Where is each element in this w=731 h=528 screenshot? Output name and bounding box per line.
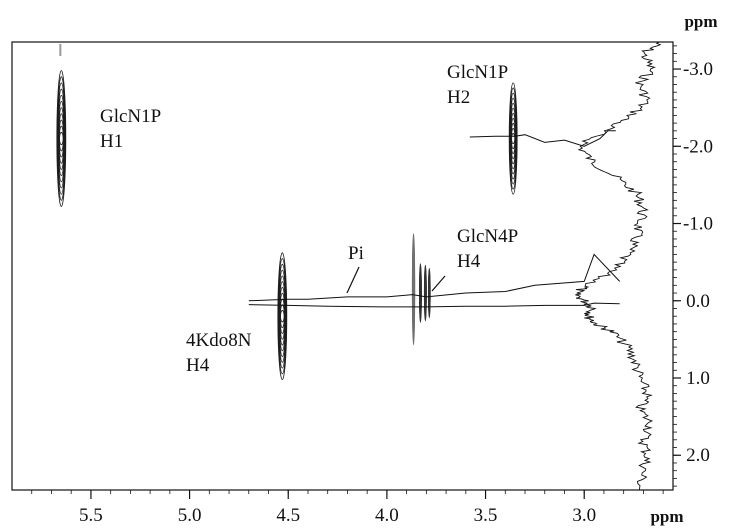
- x-tick-label: 4.0: [375, 505, 399, 526]
- cross-peak: [423, 264, 427, 322]
- glcn4p-leader-line: [431, 275, 446, 292]
- contour-level: [59, 131, 64, 146]
- annotation-glcn4p-h4: H4: [457, 251, 481, 272]
- noise-artefact: [59, 44, 62, 56]
- x-tick-label: 3.5: [474, 505, 498, 526]
- cross-peak: [419, 263, 422, 323]
- annotation-pi: Pi: [348, 243, 364, 264]
- annotation-leaders: [346, 266, 446, 294]
- cross-peak: [56, 70, 67, 207]
- y-tick-label: 2.0: [686, 445, 710, 466]
- contour-level: [412, 283, 415, 295]
- y-tick-label: 0.0: [686, 291, 710, 312]
- contour-level: [419, 289, 422, 297]
- x-tick-label: 5.5: [79, 505, 103, 526]
- cross-peaks: [56, 44, 518, 380]
- y-tick-label: 1.0: [686, 368, 710, 389]
- contour-level: [280, 309, 285, 323]
- cross-peak: [508, 82, 518, 195]
- y-tick-label: -1.0: [683, 214, 713, 235]
- annotation-kdo-h4: 4Kdo8N: [186, 330, 252, 351]
- f2-projection-trace: [248, 253, 621, 302]
- y-tick-label: -2.0: [683, 136, 713, 157]
- f2-projection: [248, 130, 621, 308]
- y-axis-unit-label: ppm: [684, 12, 717, 31]
- f1-projection: [575, 42, 662, 490]
- x-axis-unit-label: ppm: [650, 507, 683, 526]
- annotation-glcn1p-h1: H1: [100, 131, 123, 152]
- cross-peak: [277, 252, 288, 380]
- annotation-glcn1p-h2: H2: [447, 87, 470, 108]
- peak-annotations: GlcN1P H1 GlcN1P H2 Pi GlcN4P H4 4Kdo8N H4: [100, 62, 518, 376]
- x-tick-label: 5.0: [178, 505, 202, 526]
- contour-level: [424, 290, 427, 297]
- plot-frame: [11, 41, 674, 491]
- contour-level: [511, 133, 516, 145]
- x-tick-label: 3.0: [572, 505, 596, 526]
- f1-projection-trace: [575, 42, 662, 490]
- f2-projection-trace: [248, 302, 620, 308]
- y-tick-label: -3.0: [683, 59, 713, 80]
- annotation-glcn1p-h1: GlcN1P: [100, 106, 161, 127]
- y-axis: -3.0 -2.0 -1.0 0.0 1.0 2.0: [673, 45, 713, 487]
- x-tick-label: 4.5: [276, 505, 300, 526]
- x-axis: 5.5 5.0 4.5 4.0 3.5 3.0: [31, 490, 664, 526]
- annotation-glcn4p-h4: GlcN4P: [457, 226, 518, 247]
- f2-projection-trace: [469, 130, 616, 147]
- cross-peak: [411, 233, 416, 346]
- cross-peak: [427, 267, 431, 319]
- pi-leader-line: [346, 266, 360, 294]
- annotation-kdo-h4: H4: [186, 355, 210, 376]
- contour-level: [428, 290, 431, 296]
- annotation-glcn1p-h2: GlcN1P: [447, 62, 508, 83]
